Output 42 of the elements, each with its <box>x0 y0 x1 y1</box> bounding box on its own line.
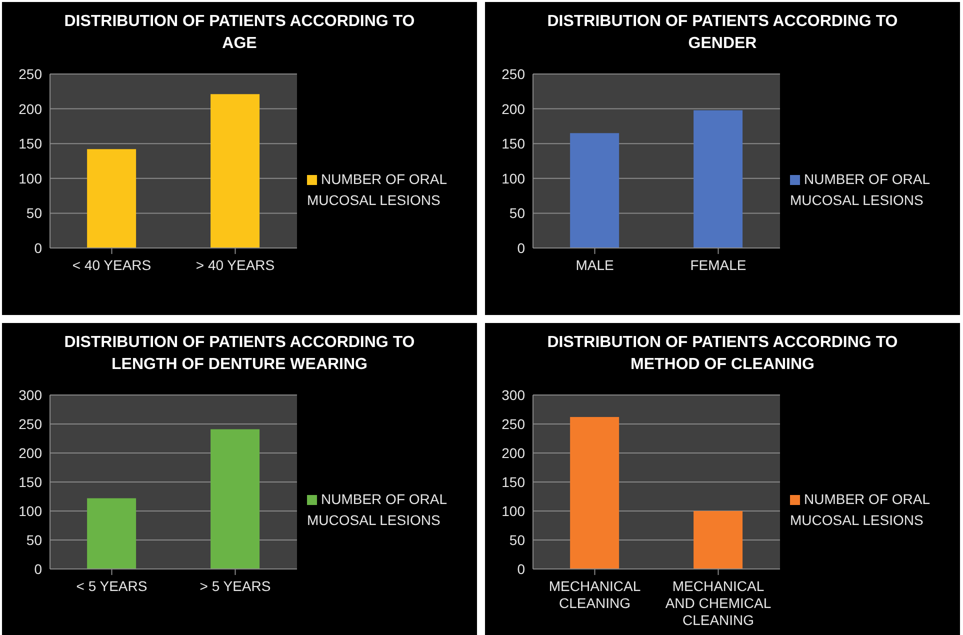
x-tick-label: < 5 YEARS <box>76 578 148 594</box>
y-tick-label: 250 <box>502 415 526 432</box>
y-tick-label: 300 <box>18 386 42 402</box>
y-tick-label: 100 <box>18 170 42 186</box>
y-tick-label: 300 <box>502 386 526 402</box>
chart-title: DISTRIBUTION OF PATIENTS ACCORDING TO LENGTH OF DENTURE WEARING <box>63 332 416 374</box>
y-tick-label: 100 <box>502 170 526 186</box>
y-tick-label: 50 <box>509 531 526 548</box>
y-tick-label: 150 <box>18 136 42 152</box>
y-tick-label: 50 <box>26 205 42 222</box>
y-tick-label: 200 <box>502 444 526 460</box>
legend-label: NUMBER OF ORAL MUCOSAL LESIONS <box>307 491 446 528</box>
y-tick-label: 150 <box>18 473 42 490</box>
x-tick-label: MALE <box>576 257 614 273</box>
y-tick-label: 250 <box>502 66 526 82</box>
x-tick-label: MECHANICAL CLEANING <box>548 578 641 610</box>
legend-label: NUMBER OF ORAL MUCOSAL LESIONS <box>307 170 446 208</box>
x-tick-label: > 5 YEARS <box>200 578 271 594</box>
x-tick-label: > 40 YEARS <box>196 257 275 273</box>
chart-title: DISTRIBUTION OF PATIENTS ACCORDING TO AGE <box>63 12 416 54</box>
x-tick-label: FEMALE <box>690 257 746 273</box>
y-tick-label: 100 <box>502 502 526 518</box>
y-tick-label: 200 <box>18 444 42 460</box>
chart-title: DISTRIBUTION OF PATIENTS ACCORDING TO GENDER <box>546 12 899 54</box>
y-tick-label: 0 <box>517 560 526 576</box>
y-tick-label: 200 <box>18 100 42 117</box>
y-tick-label: 0 <box>34 560 42 576</box>
legend-label: NUMBER OF ORAL MUCOSAL LESIONS <box>790 491 930 528</box>
y-tick-label: 0 <box>517 240 526 256</box>
y-tick-label: 50 <box>509 205 526 222</box>
y-tick-label: 50 <box>26 531 42 548</box>
x-tick-label: < 40 YEARS <box>72 257 152 273</box>
chart-title: DISTRIBUTION OF PATIENTS ACCORDING TO METHOD OF CLEANING <box>546 332 899 374</box>
y-tick-label: 250 <box>18 66 42 82</box>
y-tick-label: 150 <box>502 473 526 490</box>
y-tick-label: 100 <box>18 502 42 518</box>
y-tick-label: 250 <box>18 415 42 432</box>
y-tick-label: 200 <box>502 100 526 117</box>
x-tick-label: MECHANICAL AND CHEMICAL CLEANING <box>665 578 772 628</box>
y-tick-label: 150 <box>502 136 526 152</box>
legend-label: NUMBER OF ORAL MUCOSAL LESIONS <box>790 170 930 208</box>
y-tick-label: 0 <box>34 240 42 256</box>
